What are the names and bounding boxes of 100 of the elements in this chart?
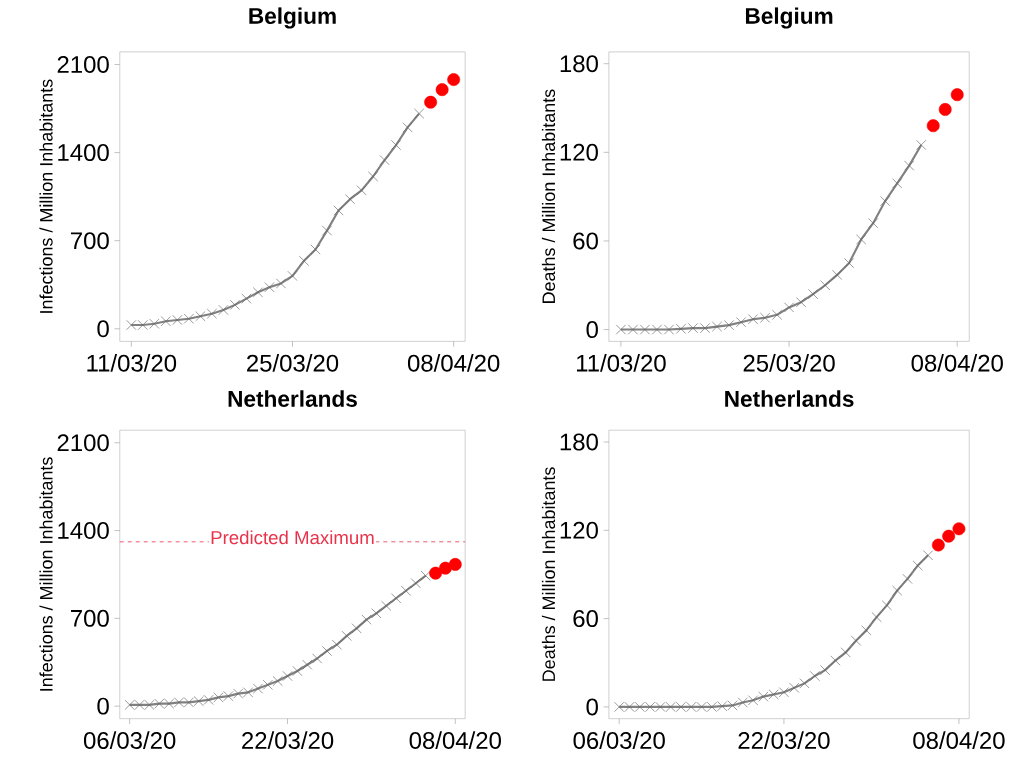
point (275, 278, 287, 289)
point (735, 317, 747, 328)
point (912, 560, 923, 571)
point (264, 282, 275, 293)
point (880, 196, 891, 207)
point (262, 679, 273, 691)
point (448, 558, 462, 571)
y-tick-label: 0 (97, 697, 109, 715)
x-tick-label: 08/04/20 (911, 354, 1003, 372)
x-tick-label: 25/03/20 (247, 354, 339, 372)
point (723, 320, 735, 331)
chart-title: Belgium (745, 7, 833, 29)
point (447, 73, 461, 87)
point (871, 612, 882, 623)
point (938, 103, 952, 117)
point (282, 671, 293, 682)
point (832, 270, 843, 281)
point (331, 639, 342, 650)
y-tick-label: 2100 (57, 434, 109, 452)
y-tick-label: 700 (71, 610, 109, 628)
point (312, 653, 323, 664)
x-tick-label: 06/03/20 (573, 731, 665, 750)
chart-title: Netherlands (228, 390, 357, 408)
point (892, 178, 903, 189)
point (820, 280, 831, 291)
point (861, 625, 872, 636)
point (926, 119, 940, 133)
x-tick-label: 22/03/20 (738, 731, 830, 750)
x-tick-label: 08/04/20 (407, 354, 500, 372)
point (808, 289, 819, 300)
point (809, 671, 820, 682)
y-tick-label: 180 (560, 55, 598, 73)
chart-title: Belgium (249, 7, 336, 29)
point (361, 614, 372, 625)
point (435, 83, 449, 97)
point (796, 297, 807, 308)
point (218, 305, 229, 316)
point (302, 659, 313, 670)
point (760, 312, 771, 323)
x-tick-label: 11/03/20 (576, 354, 666, 372)
point (424, 96, 438, 109)
point (298, 255, 310, 267)
ref-line-label: Predicted Maximum (211, 530, 374, 545)
point (830, 655, 841, 666)
x-tick-label: 25/03/20 (743, 354, 835, 372)
y-axis-title: Deaths / Million Inhabitants (541, 89, 556, 304)
point (229, 300, 240, 311)
y-tick-label: 120 (560, 521, 598, 539)
point (820, 665, 831, 676)
x-tick-label: 22/03/20 (242, 731, 334, 750)
point (439, 561, 452, 575)
point (923, 550, 934, 561)
point (931, 538, 945, 552)
y-axis-title: Infections / Million Inhabitants (39, 457, 53, 691)
y-tick-label: 0 (586, 321, 598, 339)
point (850, 635, 862, 646)
point (321, 225, 333, 236)
point (892, 585, 903, 596)
point (902, 574, 913, 585)
point (942, 529, 956, 543)
y-tick-label: 120 (560, 144, 598, 161)
y-tick-label: 180 (560, 433, 598, 451)
point (341, 631, 352, 642)
point (772, 309, 783, 321)
point (379, 155, 390, 166)
point (292, 666, 303, 677)
x-tick-label: 06/03/20 (83, 731, 176, 750)
point (868, 218, 879, 229)
point (950, 88, 964, 102)
point (381, 600, 392, 612)
y-tick-label: 0 (586, 698, 598, 716)
point (675, 323, 687, 335)
point (420, 570, 431, 581)
point (429, 566, 442, 580)
y-tick-label: 2100 (57, 56, 109, 74)
x-tick-label: 11/03/20 (87, 354, 177, 372)
point (410, 578, 421, 589)
x-tick-label: 08/04/20 (913, 731, 1005, 750)
y-tick-label: 0 (97, 320, 109, 338)
point (747, 314, 759, 325)
x-tick-label: 08/04/20 (409, 731, 501, 750)
point (784, 302, 795, 313)
point (916, 140, 927, 151)
point (391, 140, 402, 151)
point (400, 585, 411, 596)
y-tick-label: 700 (71, 232, 109, 250)
point (272, 676, 283, 687)
y-tick-label: 60 (573, 232, 598, 250)
point (371, 608, 382, 619)
point (711, 321, 723, 332)
point (241, 293, 252, 304)
point (252, 287, 263, 298)
point (368, 171, 379, 182)
y-tick-label: 1400 (58, 144, 109, 162)
point (414, 108, 425, 119)
y-tick-label: 1400 (58, 522, 109, 540)
point (402, 122, 413, 133)
point (789, 682, 800, 694)
point (206, 308, 217, 319)
y-axis-title: Deaths / Million Inhabitants (541, 467, 556, 682)
